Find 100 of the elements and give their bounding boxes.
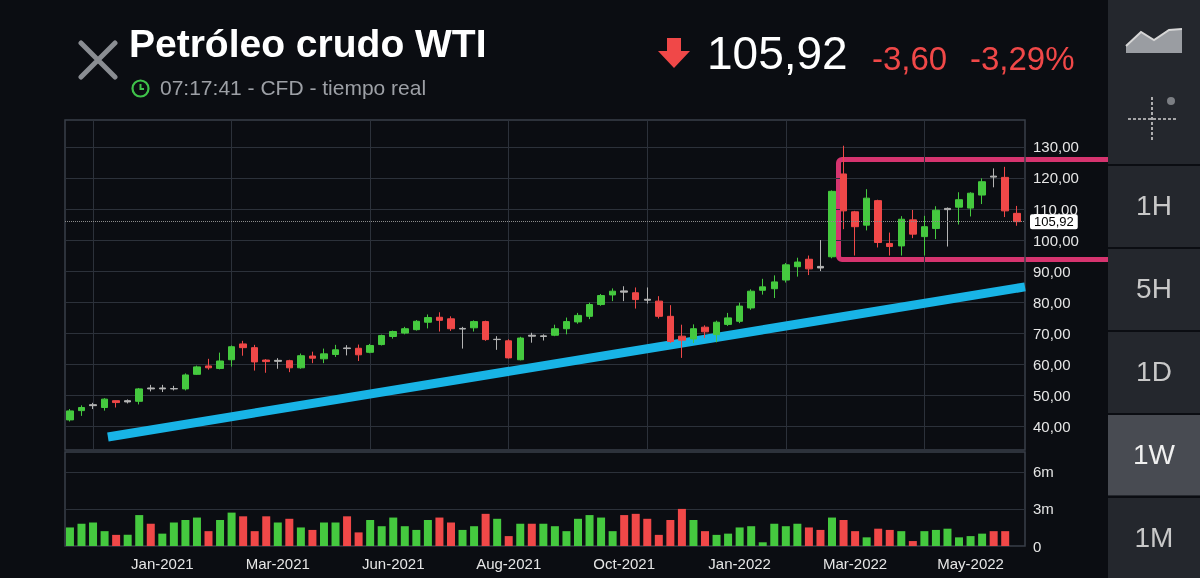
y-tick-label: 3m xyxy=(1033,500,1054,518)
bar xyxy=(966,536,975,546)
x-tick-label: Oct-2021 xyxy=(593,555,656,572)
bar xyxy=(874,528,883,546)
candlestick xyxy=(978,177,986,205)
candlestick xyxy=(274,357,282,370)
candlestick xyxy=(262,358,270,374)
candlestick xyxy=(205,358,212,371)
bar xyxy=(169,522,178,546)
candlestick xyxy=(482,320,489,342)
candlestick xyxy=(286,359,293,373)
candlestick xyxy=(782,262,790,284)
x-tick-label: May-2022 xyxy=(937,555,1004,572)
candlestick xyxy=(805,255,813,276)
candlestick xyxy=(470,319,478,333)
candlestick xyxy=(66,408,74,422)
candlestick xyxy=(182,372,189,391)
candlestick xyxy=(586,302,593,320)
bar xyxy=(677,508,686,546)
bar xyxy=(112,534,121,546)
candlestick xyxy=(667,304,674,344)
candlestick xyxy=(493,335,501,351)
bar xyxy=(100,531,109,546)
y-tick-label: 70,00 xyxy=(1033,324,1071,342)
chart-subtitle: 07:17:41 - CFD - tiempo real xyxy=(160,76,427,100)
candlestick xyxy=(366,343,374,354)
candlestick xyxy=(424,313,432,329)
candlestick xyxy=(886,232,893,257)
candlestick xyxy=(597,293,605,307)
text: 1M xyxy=(1108,496,1200,578)
bar xyxy=(1001,531,1010,546)
candlestick xyxy=(863,188,870,231)
bar xyxy=(539,523,548,546)
candlestick xyxy=(701,324,709,339)
candlestick xyxy=(736,302,743,324)
bar xyxy=(908,541,917,546)
text: -3,60 xyxy=(872,40,948,78)
candlestick xyxy=(944,206,951,248)
candlestick xyxy=(909,209,917,239)
bar xyxy=(366,520,375,546)
candlestick xyxy=(540,333,547,342)
bar xyxy=(216,520,225,546)
bar xyxy=(712,534,721,546)
bar xyxy=(666,520,675,546)
bar xyxy=(828,517,837,546)
bar xyxy=(943,528,952,546)
x-tick-label: Mar-2022 xyxy=(823,555,888,572)
x-tick-label: Mar-2021 xyxy=(245,555,310,572)
bar xyxy=(412,529,421,546)
candlestick xyxy=(355,344,362,362)
bar xyxy=(885,529,894,546)
candlestick xyxy=(817,239,824,272)
candlestick xyxy=(794,257,801,278)
candlestick xyxy=(159,384,166,393)
text: 105,92 xyxy=(707,26,848,80)
bar xyxy=(620,515,629,546)
candlestick xyxy=(332,344,339,358)
candlestick xyxy=(147,384,155,392)
bar xyxy=(608,531,617,546)
bar xyxy=(747,526,756,546)
candlestick xyxy=(655,295,663,319)
y-tick-label: 40,00 xyxy=(1033,417,1071,435)
bar xyxy=(689,520,698,546)
bar xyxy=(862,537,871,546)
candlestick xyxy=(724,312,732,327)
bar xyxy=(643,518,652,546)
bar xyxy=(504,536,513,546)
bar xyxy=(851,531,860,546)
y-tick-label: 80,00 xyxy=(1033,293,1071,311)
candlestick xyxy=(932,205,940,240)
y-tick-label: 120,00 xyxy=(1033,169,1079,187)
bar xyxy=(343,516,352,546)
candlestick xyxy=(851,210,859,257)
y-tick-label: 100,00 xyxy=(1033,231,1079,249)
candlestick xyxy=(447,315,455,332)
candlestick xyxy=(1013,205,1021,227)
candlestick xyxy=(89,402,97,410)
bar xyxy=(758,542,767,546)
candlestick xyxy=(690,323,697,344)
candlestick xyxy=(967,191,974,217)
text: 1W xyxy=(1108,413,1200,495)
candlestick xyxy=(898,215,905,257)
bar xyxy=(239,516,248,546)
text: 1D xyxy=(1108,330,1200,412)
candlestick xyxy=(528,332,536,344)
candlestick xyxy=(517,336,524,361)
candlestick xyxy=(401,326,409,335)
candlestick xyxy=(955,191,963,226)
bar xyxy=(331,522,340,546)
y-tick-label: 50,00 xyxy=(1033,386,1071,404)
bar xyxy=(978,533,987,546)
candlestick xyxy=(389,330,397,340)
bar xyxy=(931,529,940,546)
bar xyxy=(493,518,502,546)
candlestick xyxy=(678,324,686,359)
text: 5H xyxy=(1108,247,1200,329)
candlestick xyxy=(620,285,628,302)
bar xyxy=(446,522,455,546)
candlestick xyxy=(112,399,120,409)
candlestick xyxy=(320,348,328,364)
